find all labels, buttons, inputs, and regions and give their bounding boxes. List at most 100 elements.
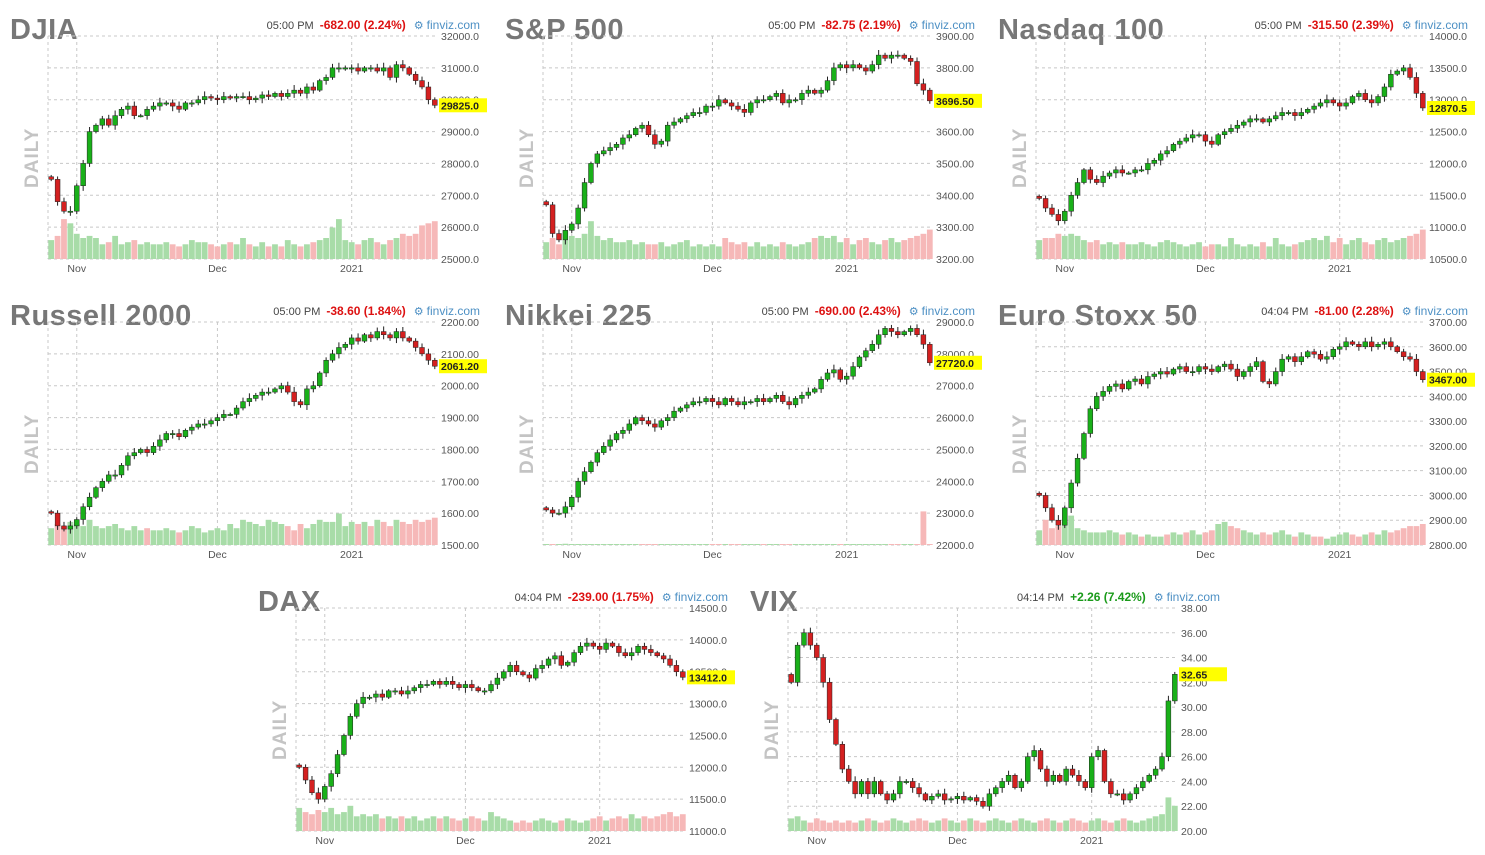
volume-bar: [794, 816, 801, 831]
chart-panel[interactable]: Nasdaq 100 05:00 PM -315.50 (2.39%) ⚙ finviz…: [998, 10, 1476, 275]
volume-bar: [575, 238, 582, 259]
chart-title[interactable]: DAX: [258, 586, 321, 618]
volume-bar: [355, 244, 361, 259]
volume-bar: [992, 818, 999, 831]
y-tick-label: 27000.0: [936, 381, 974, 393]
chart-title[interactable]: Euro Stoxx 50: [998, 300, 1198, 332]
chart-panel[interactable]: DJIA 05:00 PM -682.00 (2.24%) ⚙ finviz.com DA…: [10, 10, 488, 275]
finviz-link[interactable]: finviz.com: [426, 18, 480, 32]
candle-body: [895, 331, 901, 335]
y-tick-label: 26000.0: [441, 222, 479, 234]
finviz-link[interactable]: finviz.com: [921, 18, 975, 32]
candle-body: [1189, 134, 1196, 139]
settings-icon[interactable]: ⚙: [1401, 20, 1412, 32]
volume-bar: [1387, 532, 1394, 545]
candle-body: [296, 764, 302, 768]
candle-body: [1165, 700, 1172, 757]
volume-bar: [920, 233, 927, 259]
chart-panel[interactable]: DAX 04:04 PM -239.00 (1.75%) ⚙ finviz.com DAI…: [258, 582, 736, 847]
candle-body: [1164, 371, 1170, 375]
chart-panel[interactable]: Euro Stoxx 50 04:04 PM -81.00 (2.28%) ⚙ finv…: [998, 296, 1476, 561]
candle-body: [1138, 169, 1145, 172]
volume-bar: [304, 244, 310, 259]
volume-bar: [568, 235, 575, 259]
chart-panel[interactable]: Nikkei 225 05:00 PM -690.00 (2.43%) ⚙ finviz…: [505, 296, 983, 561]
chart-title[interactable]: Nasdaq 100: [998, 14, 1165, 46]
settings-icon[interactable]: ⚙: [908, 20, 919, 32]
candle-body: [820, 657, 826, 683]
volume-bar: [1093, 240, 1100, 259]
candle-body: [780, 93, 786, 104]
candle-body: [1145, 376, 1151, 385]
chart-title[interactable]: DJIA: [10, 14, 79, 46]
volume-bar: [411, 816, 418, 831]
candle-body: [824, 372, 831, 380]
finviz-link[interactable]: finviz.com: [1414, 18, 1468, 32]
chart-title[interactable]: S&P 500: [505, 14, 625, 46]
candle-body: [1285, 112, 1292, 114]
settings-icon[interactable]: ⚙: [661, 592, 672, 604]
candle-body: [999, 781, 1005, 788]
candle-body: [935, 793, 941, 797]
volume-bar: [632, 244, 639, 259]
volume-bar: [302, 812, 309, 831]
settings-icon[interactable]: ⚙: [1401, 306, 1412, 318]
last-price-highlight: [934, 355, 982, 370]
volume-bar: [341, 812, 347, 831]
chart-panel[interactable]: S&P 500 05:00 PM -82.75 (2.19%) ⚙ finviz.com…: [505, 10, 983, 275]
candle-body: [1106, 386, 1113, 392]
volume-bar: [182, 244, 189, 259]
volume-bar: [1171, 805, 1178, 831]
finviz-link[interactable]: finviz.com: [674, 590, 728, 604]
y-tick-label: 3300.00: [1429, 416, 1467, 428]
candle-body: [565, 661, 571, 666]
candle-body: [1209, 368, 1215, 372]
candle-body: [1292, 112, 1298, 116]
chart-header: 05:00 PM -682.00 (2.24%) ⚙ finviz.com: [267, 18, 480, 32]
volume-bar: [144, 528, 150, 545]
settings-icon[interactable]: ⚙: [413, 20, 424, 32]
candle-body: [801, 632, 807, 646]
volume-bar: [581, 544, 588, 545]
candlestick-chart: 14000.013500.013000.012500.012000.011500…: [1035, 31, 1475, 275]
candle-body: [1279, 112, 1285, 116]
candle-body: [856, 356, 863, 367]
chart-panel[interactable]: VIX 04:14 PM +2.26 (7.42%) ⚙ finviz.com DAILY…: [750, 582, 1228, 847]
y-tick-label: 12500.0: [689, 730, 727, 742]
chart-title[interactable]: Russell 2000: [10, 300, 192, 332]
candlestick-chart: 3700.003600.003500.003400.003300.003200.…: [1035, 317, 1475, 561]
candle-body: [99, 481, 106, 488]
volume-bar: [240, 519, 246, 545]
finviz-link[interactable]: finviz.com: [1166, 590, 1220, 604]
finviz-link[interactable]: finviz.com: [1414, 304, 1468, 318]
y-tick-label: 31000.0: [441, 63, 479, 75]
finviz-link[interactable]: finviz.com: [921, 304, 975, 318]
y-tick-label: 2900.00: [1429, 515, 1467, 527]
volume-bar: [696, 244, 703, 259]
candle-body: [1177, 140, 1183, 145]
candle-body: [788, 674, 794, 683]
chart-title[interactable]: Nikkei 225: [505, 300, 652, 332]
candle-body: [792, 99, 799, 102]
candle-body: [507, 665, 513, 672]
y-tick-label: 3300.00: [936, 222, 974, 234]
finviz-link[interactable]: finviz.com: [426, 304, 480, 318]
chart-title[interactable]: VIX: [750, 586, 799, 618]
candle-body: [741, 109, 748, 113]
candle-body: [1349, 96, 1356, 104]
volume-bar: [722, 544, 729, 545]
candle-body: [322, 786, 328, 800]
candle-body: [907, 328, 914, 332]
settings-icon[interactable]: ⚙: [908, 306, 919, 318]
volume-bar: [1074, 528, 1081, 545]
candle-body: [1234, 124, 1241, 129]
volume-bar: [558, 820, 565, 831]
candle-body: [1196, 366, 1202, 372]
volume-bar: [888, 238, 895, 259]
volume-bar: [1394, 240, 1401, 259]
chart-panel[interactable]: Russell 2000 05:00 PM -38.60 (1.84%) ⚙ finvi…: [10, 296, 488, 561]
settings-icon[interactable]: ⚙: [1153, 592, 1164, 604]
candle-body: [368, 67, 374, 70]
settings-icon[interactable]: ⚙: [413, 306, 424, 318]
candle-body: [805, 89, 812, 94]
